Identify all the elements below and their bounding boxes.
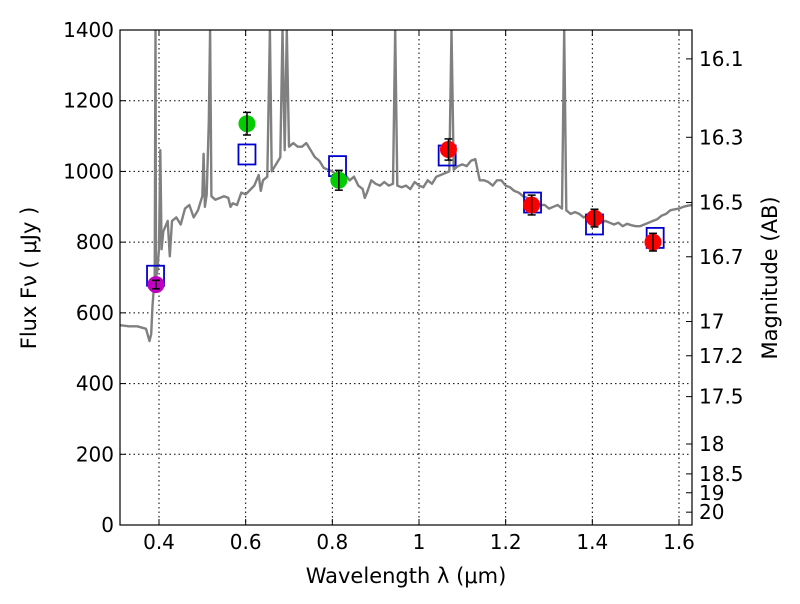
spectrum-layer <box>120 30 692 343</box>
x-tick-label: 1.4 <box>576 530 608 554</box>
x-tick-label: 0.8 <box>316 530 348 554</box>
y2-tick-label: 16.5 <box>699 191 744 215</box>
y-tick-label: 1200 <box>63 89 114 113</box>
y-tick-label: 1400 <box>63 18 114 42</box>
spectrum-line <box>120 30 692 343</box>
marker-layer <box>146 111 665 294</box>
y-axis-label: Flux Fν ( μJy ) <box>17 207 41 350</box>
y2-axis-label: Magnitude (AB) <box>758 196 782 359</box>
y2-tick-label: 18 <box>699 432 724 456</box>
ticks: 0.4 0.6 0.8 1 1.2 1.4 1.6 0 200 400 600 800 1000 1200… <box>63 18 743 554</box>
x-tick-label: 1 <box>413 530 426 554</box>
grid <box>120 30 692 525</box>
y2-tick-label: 18.5 <box>699 462 744 486</box>
y2-tick-label: 16.7 <box>699 245 744 269</box>
y2-tick-label: 19 <box>699 481 724 505</box>
y-tick-label: 400 <box>76 372 114 396</box>
model-photometry-square <box>237 143 257 166</box>
x-axis-label: Wavelength λ (μm) <box>306 564 507 588</box>
y-tick-label: 800 <box>76 230 114 254</box>
y-tick-label: 200 <box>76 442 114 466</box>
y2-tick-label: 20 <box>699 500 724 524</box>
y-tick-label: 0 <box>101 513 114 537</box>
x-tick-label: 1.6 <box>663 530 695 554</box>
x-tick-label: 1.2 <box>490 530 522 554</box>
y2-tick-label: 17 <box>699 310 724 334</box>
y2-tick-label: 17.5 <box>699 385 744 409</box>
x-tick-label: 0.6 <box>230 530 262 554</box>
x-tick-label: 0.4 <box>143 530 175 554</box>
y-tick-label: 600 <box>76 301 114 325</box>
y-tick-label: 1000 <box>63 159 114 183</box>
y2-tick-label: 17.2 <box>699 344 744 368</box>
plot-frame <box>119 29 693 526</box>
y2-tick-label: 16.1 <box>699 47 744 71</box>
y2-tick-label: 16.3 <box>699 125 744 149</box>
